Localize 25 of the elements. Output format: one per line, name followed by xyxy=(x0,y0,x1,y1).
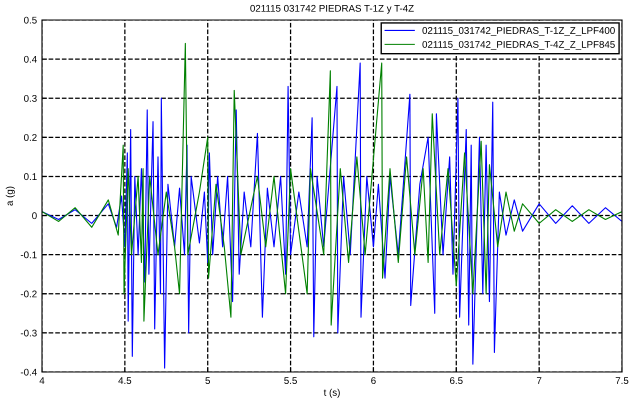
line-series xyxy=(42,42,622,326)
x-tick-label: 5 xyxy=(205,377,210,384)
y-axis-title: a (g) xyxy=(6,186,15,206)
line-series xyxy=(42,62,622,369)
y-tick-label: 0.2 xyxy=(24,134,37,141)
y-tick-label: 0 xyxy=(32,212,37,220)
y-tick-label: -0.2 xyxy=(20,290,37,298)
y-tick-label: 0.4 xyxy=(24,56,37,63)
x-tick-label: 6.5 xyxy=(450,377,463,384)
y-tick-label: 0.1 xyxy=(24,173,37,180)
x-axis-title: t (s) xyxy=(324,388,340,398)
y-tick-label: -0.3 xyxy=(20,330,37,337)
x-tick-label: 4.5 xyxy=(118,377,132,384)
x-tick-label: 5.5 xyxy=(284,377,297,384)
x-tick-label: 7 xyxy=(536,377,542,384)
y-tick-label: 0.5 xyxy=(24,16,37,24)
y-tick-label: -0.1 xyxy=(20,251,37,258)
x-tick-label: 4 xyxy=(40,377,44,384)
x-tick-label: 7.5 xyxy=(616,377,628,384)
y-tick-label: 0.3 xyxy=(24,94,37,102)
chart-title: 021115 031742 PIEDRAS T-1Z y T-4Z xyxy=(250,4,414,14)
x-tick-label: 6 xyxy=(371,377,376,384)
legend-label: 021115_031742_PIEDRAS_T-4Z_Z_LPF845 xyxy=(422,40,615,50)
legend-label: 021115_031742_PIEDRAS_T-1Z_Z_LPF400 xyxy=(422,27,615,36)
y-tick-label: -0.4 xyxy=(20,368,37,376)
